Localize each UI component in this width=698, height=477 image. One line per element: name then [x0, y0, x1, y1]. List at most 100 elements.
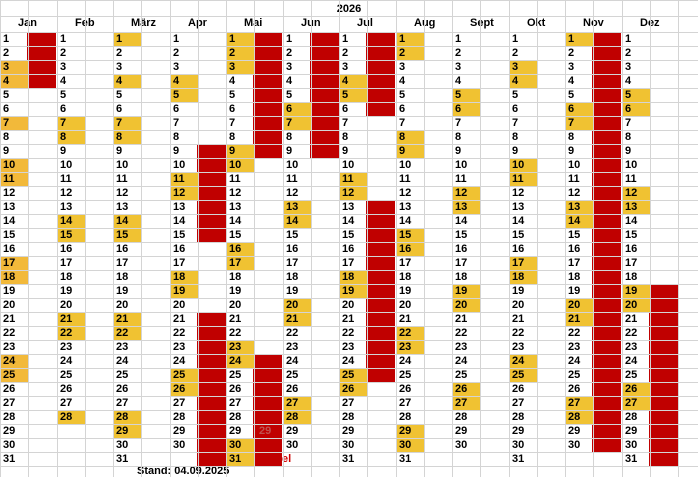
- day-cell[interactable]: 14: [3, 215, 16, 227]
- day-cell[interactable]: 5: [3, 89, 10, 101]
- day-cell[interactable]: 3: [509, 60, 537, 74]
- day-cell[interactable]: 17: [342, 257, 355, 269]
- day-cell[interactable]: 22: [57, 326, 85, 340]
- day-cell[interactable]: 14: [455, 215, 468, 227]
- day-cell[interactable]: 8: [173, 131, 180, 143]
- day-cell[interactable]: 22: [568, 327, 581, 339]
- day-cell[interactable]: 15: [3, 229, 16, 241]
- day-cell[interactable]: 18: [116, 271, 129, 283]
- day-cell[interactable]: 28: [565, 410, 593, 424]
- day-cell[interactable]: 20: [565, 298, 593, 312]
- day-cell[interactable]: 6: [622, 102, 650, 116]
- day-cell[interactable]: 16: [455, 243, 468, 255]
- day-cell[interactable]: 17: [568, 257, 581, 269]
- day-cell[interactable]: 30: [173, 439, 186, 451]
- day-cell[interactable]: 23: [3, 341, 16, 353]
- day-cell[interactable]: 7: [113, 116, 141, 130]
- day-cell[interactable]: 27: [173, 397, 186, 409]
- day-cell[interactable]: 16: [568, 243, 581, 255]
- day-cell[interactable]: 3: [173, 61, 180, 73]
- day-cell[interactable]: 26: [116, 383, 129, 395]
- day-cell[interactable]: 1: [286, 33, 293, 45]
- day-cell[interactable]: 26: [622, 382, 650, 396]
- day-cell[interactable]: 12: [286, 187, 299, 199]
- day-cell[interactable]: 23: [226, 340, 254, 354]
- day-cell[interactable]: 21: [113, 312, 141, 326]
- day-cell[interactable]: 10: [568, 159, 581, 171]
- day-cell[interactable]: 8: [568, 131, 575, 143]
- day-cell[interactable]: 6: [3, 103, 10, 115]
- day-cell[interactable]: 11: [625, 173, 637, 185]
- day-cell[interactable]: 11: [399, 173, 411, 185]
- day-cell[interactable]: 28: [283, 410, 311, 424]
- day-cell[interactable]: 25: [229, 369, 242, 381]
- day-cell[interactable]: 9: [625, 145, 632, 157]
- day-cell[interactable]: 8: [113, 130, 141, 144]
- day-cell[interactable]: 21: [342, 313, 355, 325]
- day-cell[interactable]: 9: [60, 145, 67, 157]
- day-cell[interactable]: 16: [625, 243, 638, 255]
- day-cell[interactable]: 5: [512, 89, 519, 101]
- day-cell[interactable]: 12: [60, 187, 73, 199]
- day-cell[interactable]: 13: [512, 201, 525, 213]
- day-cell[interactable]: 20: [452, 298, 480, 312]
- day-cell[interactable]: 7: [283, 116, 311, 130]
- day-cell[interactable]: 14: [57, 214, 85, 228]
- day-cell[interactable]: 2: [226, 46, 254, 60]
- day-cell[interactable]: 31: [226, 452, 254, 466]
- day-cell[interactable]: 20: [512, 299, 525, 311]
- day-cell[interactable]: 29: [455, 425, 468, 437]
- day-cell[interactable]: 11: [455, 173, 467, 185]
- day-cell[interactable]: 22: [342, 327, 355, 339]
- day-cell[interactable]: 3: [625, 61, 632, 73]
- day-cell[interactable]: 8: [625, 131, 632, 143]
- day-cell[interactable]: 31: [625, 453, 638, 465]
- day-cell[interactable]: 22: [113, 326, 141, 340]
- day-cell[interactable]: 11: [116, 173, 128, 185]
- day-cell[interactable]: 22: [229, 327, 242, 339]
- day-cell[interactable]: 15: [286, 229, 299, 241]
- day-cell[interactable]: 28: [113, 410, 141, 424]
- day-cell[interactable]: 4: [229, 75, 236, 87]
- day-cell[interactable]: 24: [286, 355, 299, 367]
- day-cell[interactable]: 27: [565, 396, 593, 410]
- day-cell[interactable]: 3: [116, 61, 123, 73]
- day-cell[interactable]: 28: [57, 410, 85, 424]
- day-cell[interactable]: 17: [0, 256, 28, 270]
- day-cell[interactable]: 17: [625, 257, 638, 269]
- day-cell[interactable]: 2: [568, 47, 575, 59]
- day-cell[interactable]: 20: [60, 299, 73, 311]
- day-cell[interactable]: 6: [342, 103, 349, 115]
- day-cell[interactable]: 21: [399, 313, 412, 325]
- day-cell[interactable]: 23: [286, 341, 299, 353]
- day-cell[interactable]: 30: [342, 439, 355, 451]
- day-cell[interactable]: 7: [455, 117, 462, 129]
- day-cell[interactable]: 28: [3, 411, 16, 423]
- day-cell[interactable]: 7: [342, 117, 349, 129]
- day-cell[interactable]: 14: [229, 215, 242, 227]
- day-cell[interactable]: 8: [455, 131, 462, 143]
- day-cell[interactable]: 21: [57, 312, 85, 326]
- day-cell[interactable]: 22: [286, 327, 299, 339]
- day-cell[interactable]: 11: [0, 172, 28, 186]
- day-cell[interactable]: 14: [512, 215, 525, 227]
- day-cell[interactable]: 8: [512, 131, 519, 143]
- day-cell[interactable]: 22: [625, 327, 638, 339]
- day-cell[interactable]: 7: [0, 116, 28, 130]
- day-cell[interactable]: 10: [0, 158, 28, 172]
- day-cell[interactable]: 27: [512, 397, 525, 409]
- day-cell[interactable]: 22: [512, 327, 525, 339]
- day-cell[interactable]: 7: [229, 117, 236, 129]
- day-cell[interactable]: 10: [286, 159, 299, 171]
- day-cell[interactable]: 3: [342, 61, 349, 73]
- day-cell[interactable]: 5: [116, 89, 123, 101]
- day-cell[interactable]: 25: [286, 369, 299, 381]
- day-cell[interactable]: 17: [286, 257, 299, 269]
- day-cell[interactable]: 16: [116, 243, 129, 255]
- day-cell[interactable]: 2: [455, 47, 462, 59]
- day-cell[interactable]: 28: [342, 411, 355, 423]
- day-cell[interactable]: 25: [455, 369, 468, 381]
- day-cell[interactable]: 30: [568, 439, 581, 451]
- day-cell[interactable]: 16: [60, 243, 73, 255]
- day-cell[interactable]: 26: [512, 383, 525, 395]
